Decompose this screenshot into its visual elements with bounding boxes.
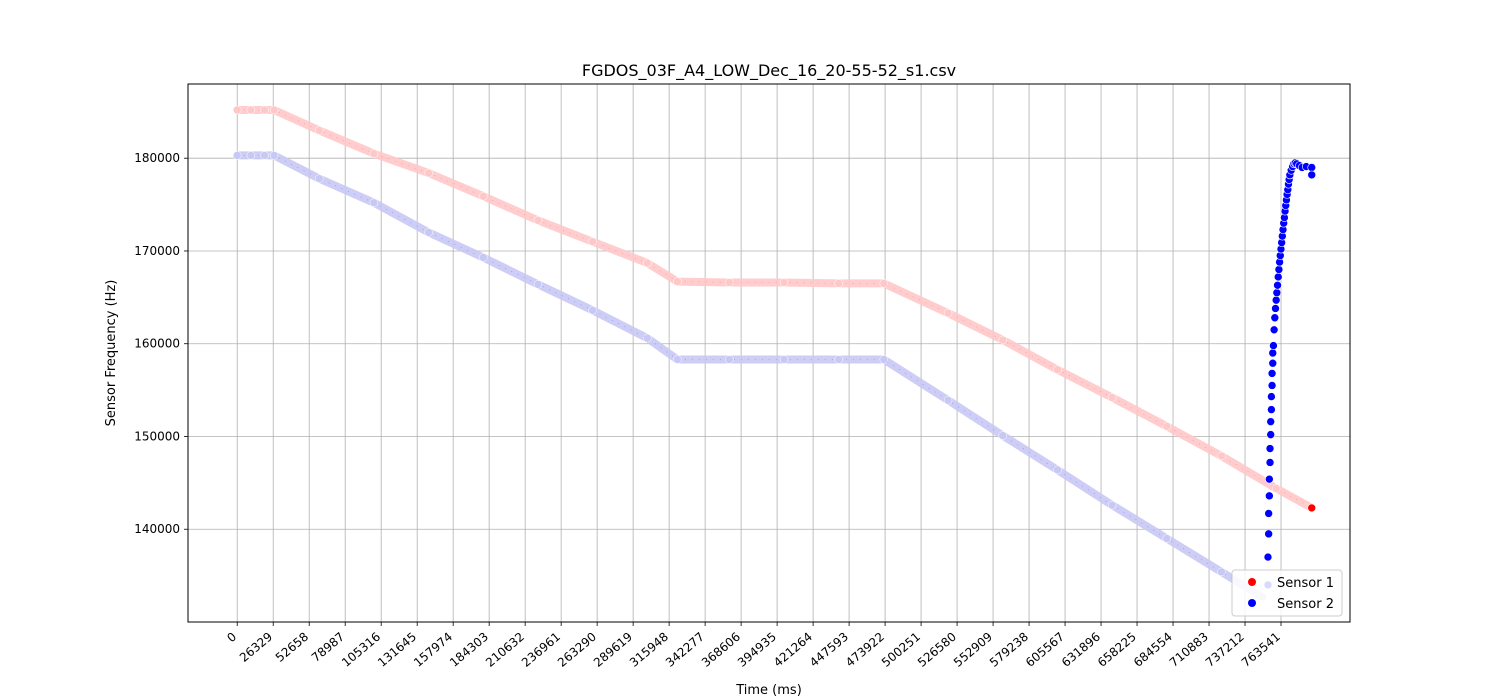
sensor-2-point (643, 333, 652, 343)
sensor-1-point (1162, 422, 1172, 431)
sensor-2-rise-point (1273, 280, 1282, 290)
x-axis-label: Time (ms) (735, 683, 802, 698)
sensor-2-rise-point (1271, 304, 1280, 313)
sensor-2-point (314, 174, 324, 183)
sensor-2-rise-point (1264, 529, 1273, 539)
y-tick-label: 160000 (134, 337, 180, 351)
sensor-2-point (725, 355, 734, 364)
sensor-2-point (998, 431, 1008, 440)
sensor-1-point (779, 278, 789, 287)
legend-marker-sensor-2 (1248, 599, 1256, 607)
sensor-2-rise-point (1263, 552, 1273, 562)
sensor-2-point (246, 151, 256, 160)
sensor-1-point (943, 308, 953, 318)
sensor-1-final-point (1307, 503, 1317, 513)
y-tick-label: 140000 (134, 522, 180, 536)
sensor-2-rise-point (1269, 341, 1278, 350)
sensor-2-point (369, 198, 379, 207)
sensor-2-rise-point (1266, 417, 1276, 426)
plot-frame (187, 83, 1351, 623)
sensor-1-point (1217, 451, 1226, 461)
sensor-2-rise-point (1267, 405, 1276, 414)
sensor-2-rise-point (1265, 491, 1274, 501)
sensor-2-rise-point (1271, 295, 1281, 305)
sensor-2-rise-point (1265, 444, 1275, 453)
plot-data (232, 105, 1317, 602)
sensor-2-point (1107, 500, 1117, 510)
sensor-2-rise-point (1266, 430, 1276, 439)
sensor-1-point (998, 335, 1008, 345)
sensor-2-point (943, 396, 953, 405)
sensor-1-point (533, 216, 543, 225)
sensor-2-point (1217, 567, 1226, 577)
sensor-2-point (232, 151, 242, 160)
sensor-2-rise-point (1264, 509, 1273, 518)
legend-label-sensor-1: Sensor 1 (1277, 576, 1334, 591)
sensor-1-point (369, 149, 379, 158)
sensor-2-rise-point (1267, 369, 1277, 378)
sensor-1-point (725, 278, 734, 287)
sensor-2-rise-point (1267, 381, 1277, 390)
sensor-1-point (246, 105, 256, 115)
sensor-2-point (834, 355, 843, 364)
sensor-2-point (1053, 465, 1062, 475)
sensor-2-rise-point (1265, 474, 1274, 484)
sensor-2-point (673, 355, 682, 364)
sensor-1-point (673, 277, 682, 286)
y-tick-label: 150000 (134, 429, 180, 443)
sensor-2-point (260, 151, 269, 160)
sensor-2-point (533, 280, 543, 289)
sensor-1-point (1271, 484, 1281, 493)
sensor-1-point (269, 105, 279, 115)
legend-marker-sensor-1 (1248, 578, 1256, 586)
sensor-2-point (879, 355, 889, 364)
sensor-2-rise-point (1269, 325, 1279, 335)
sensor-1-point (479, 191, 488, 201)
y-tick-label: 170000 (134, 244, 180, 258)
sensor-1-band (233, 106, 1316, 512)
chart-title: FGDOS_03F_A4_LOW_Dec_16_20-55-52_s1.csv (582, 61, 956, 81)
sensor-1-point (314, 126, 324, 135)
sensor-2-rise-point (1268, 358, 1278, 368)
legend: Sensor 1 Sensor 2 (1231, 569, 1343, 617)
sensor-2-point (779, 355, 789, 364)
sensor-2-point (269, 151, 279, 160)
sensor-2-point (479, 253, 488, 262)
sensor-2-band-edge (237, 155, 1263, 598)
sensor-1-point (879, 279, 889, 288)
sensor-1-point (424, 168, 433, 178)
sensor-2-point (1162, 534, 1172, 543)
sensor-1-point (1107, 393, 1117, 402)
legend-box (1231, 569, 1343, 617)
sensor-1-point (643, 258, 652, 268)
sensor-2-rise-point (1268, 348, 1278, 358)
sensor-2-rise-point (1307, 163, 1317, 172)
sensor-2-rise-point (1272, 288, 1282, 298)
legend-label-sensor-2: Sensor 2 (1277, 597, 1334, 612)
sensor-2-rise-point (1307, 170, 1317, 180)
sensor-2-point (588, 306, 597, 315)
sensor-2-rise-point (1267, 392, 1276, 401)
y-axis-label: Sensor Frequency (Hz) (104, 280, 119, 427)
sensor-2-rise-point (1265, 458, 1275, 467)
sensor-2-point (424, 228, 433, 237)
sensor-2-rise-point (1273, 272, 1283, 282)
sensor-1-point (834, 279, 843, 288)
sensor-1-point (1053, 365, 1062, 374)
sensor-1-point (260, 105, 269, 115)
y-tick-label: 180000 (134, 151, 180, 165)
sensor-2-rise-point (1270, 313, 1280, 323)
sensor-1-point (588, 237, 597, 246)
sensor-2-rise-point (1274, 265, 1284, 274)
sensor-1-point (232, 105, 242, 115)
